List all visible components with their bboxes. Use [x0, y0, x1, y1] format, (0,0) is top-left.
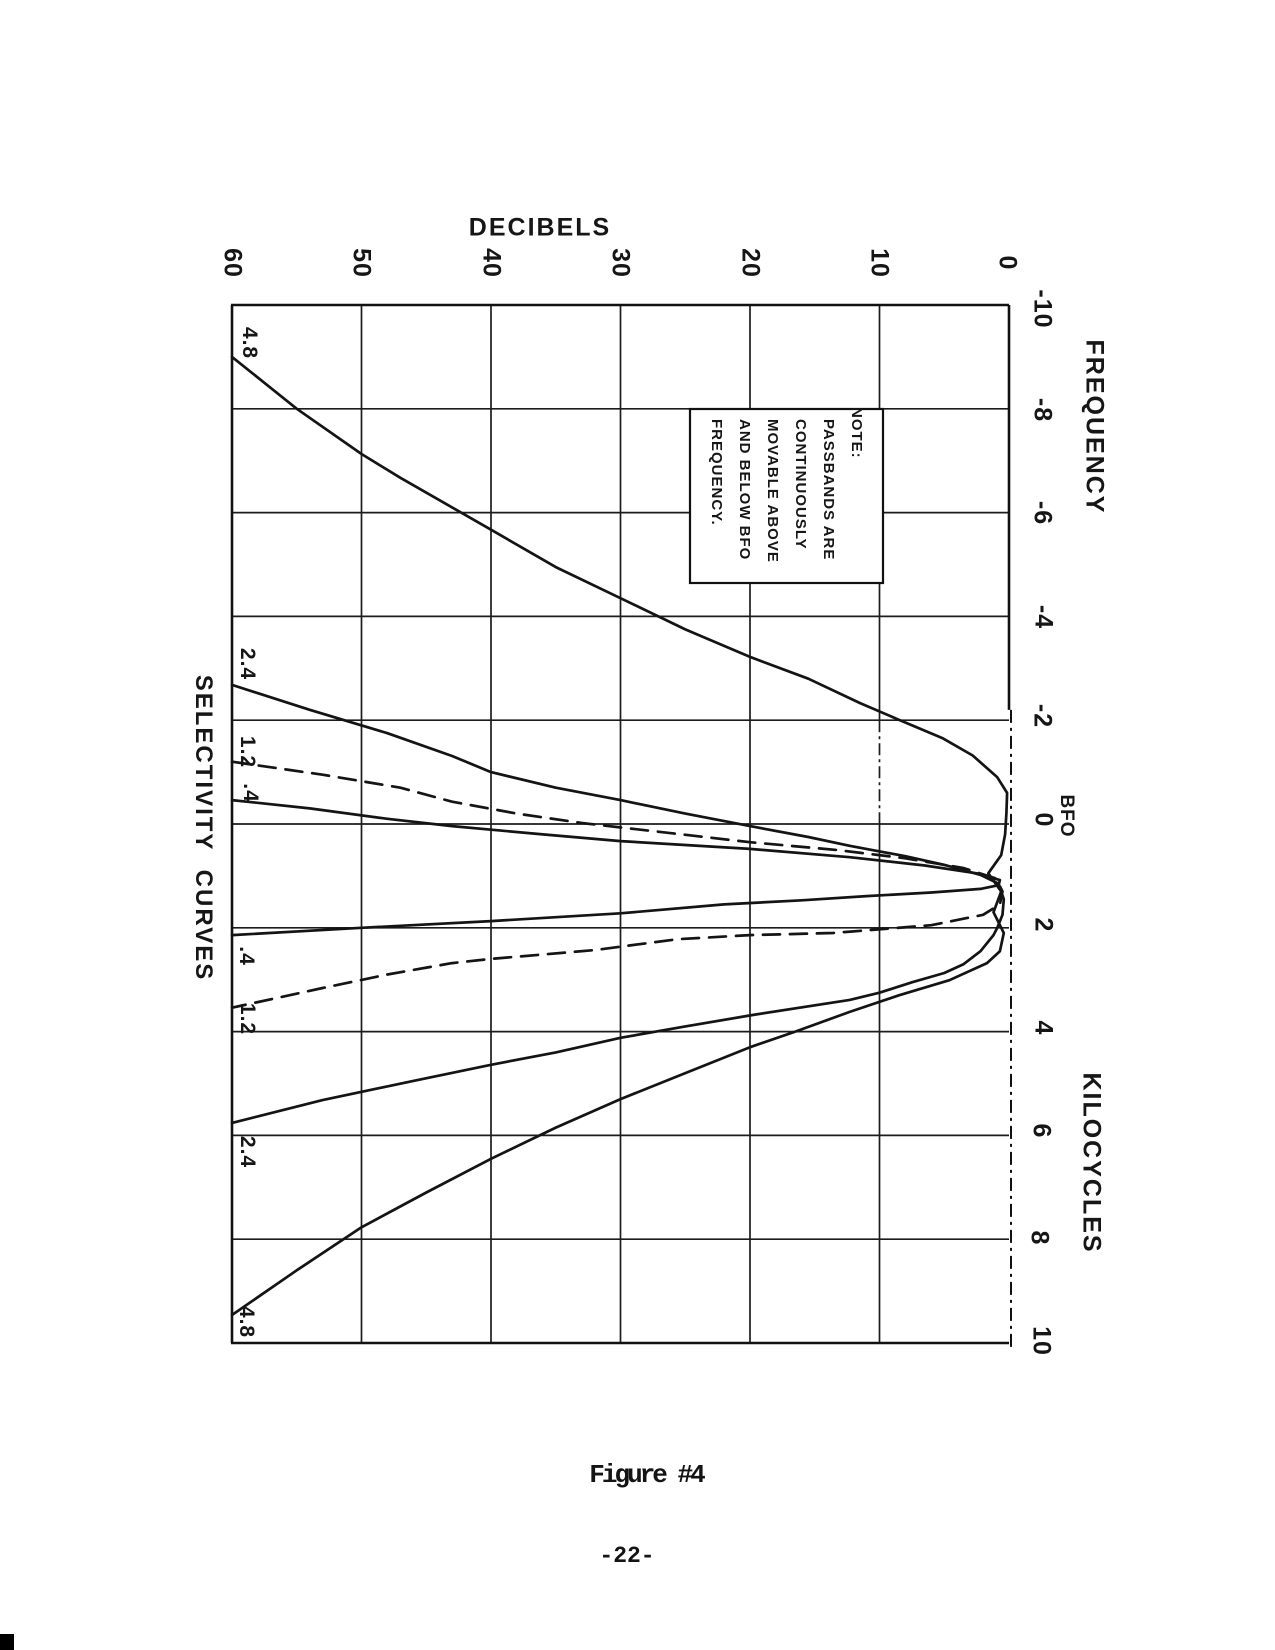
- curve-4.8: [230, 355, 1009, 1317]
- freq-tick-8: 8: [1025, 1230, 1054, 1246]
- curve-label-.4-upper: .4: [239, 783, 262, 803]
- curve-label-4.8-upper: 4.8: [238, 326, 261, 360]
- curve-label-2.4-lower: 2.4: [236, 1135, 259, 1169]
- freq-tick-neg4: -4: [1029, 604, 1058, 630]
- freq-tick-neg10: -10: [1028, 289, 1057, 329]
- curve-.4: [230, 798, 1002, 937]
- kilocycles-axis-title: KILOCYCLES: [1077, 1072, 1106, 1254]
- frequency-axis-title: FREQUENCY: [1080, 339, 1109, 515]
- freq-tick-neg8: -8: [1028, 397, 1057, 423]
- db-tick-0: 0: [993, 255, 1022, 271]
- curve-label-4.8-lower: 4.8: [235, 1305, 258, 1339]
- note-line-3: CONTINUOUSLY: [792, 419, 809, 550]
- db-tick-40: 40: [477, 248, 506, 278]
- db-tick-10: 10: [865, 248, 894, 278]
- note-line-6: FREQUENCY.: [708, 419, 725, 526]
- curve-label-2.4-upper: 2.4: [236, 647, 259, 681]
- page-number: -22-: [599, 1543, 655, 1569]
- note-line-4: MOVABLE ABOVE: [764, 419, 781, 563]
- curve-1.2: [230, 760, 1004, 1010]
- db-tick-20: 20: [736, 248, 765, 278]
- note-line-1: NOTE:: [848, 407, 865, 459]
- chart-title: SELECTIVITY CURVES: [190, 674, 217, 982]
- db-tick-60: 60: [218, 248, 247, 278]
- note-line-5: AND BELOW BFO: [736, 419, 753, 561]
- note-text-block: NOTE: PASSBANDS ARE CONTINUOUSLY MOVABLE…: [702, 407, 870, 585]
- note-line-2: PASSBANDS ARE: [820, 419, 837, 561]
- bfo-label: BFO: [1056, 794, 1077, 838]
- figure-caption: Figure #4: [589, 1460, 705, 1490]
- decibels-axis-title: DECIBELS: [468, 213, 612, 242]
- freq-tick-0: 0: [1029, 812, 1058, 828]
- freq-tick-6: 6: [1027, 1123, 1056, 1139]
- db-tick-30: 30: [606, 248, 635, 278]
- scan-artifact-mark: [0, 1634, 14, 1650]
- db-tick-50: 50: [347, 248, 376, 278]
- curve-label-1.2-lower: 1.2: [236, 1002, 259, 1036]
- freq-tick-neg2: -2: [1028, 703, 1057, 729]
- freq-tick-2: 2: [1029, 917, 1058, 933]
- note-box: [688, 407, 885, 585]
- curve-2.4: [230, 683, 1006, 1125]
- freq-tick-4: 4: [1029, 1020, 1058, 1036]
- freq-tick-neg6: -6: [1028, 500, 1057, 526]
- curve-label-1.2-upper: 1.2: [236, 735, 259, 769]
- curve-label-.4-lower: .4: [235, 946, 258, 966]
- freq-tick-10: 10: [1027, 1326, 1056, 1356]
